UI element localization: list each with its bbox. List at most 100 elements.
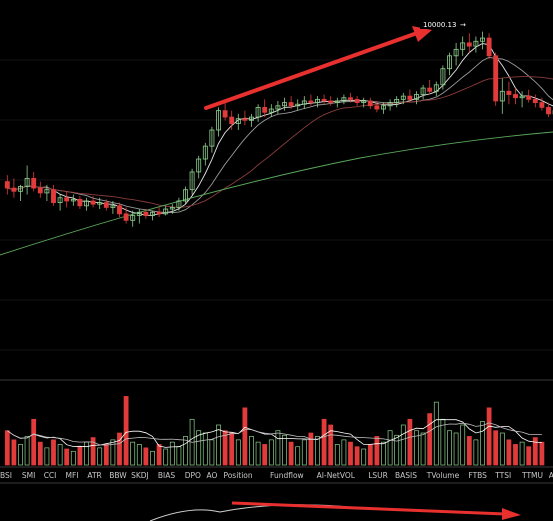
volume-bar xyxy=(103,444,109,466)
volume-average-lines xyxy=(7,419,542,448)
indicator-tab-position[interactable]: Position xyxy=(223,471,252,480)
candle xyxy=(334,97,340,108)
indicator-tab-ttmu[interactable]: TTMU xyxy=(521,471,543,480)
volume-bar xyxy=(499,432,505,466)
candle xyxy=(420,84,426,100)
volume-bar xyxy=(367,444,373,466)
indicator-tab-ftbs[interactable]: FTBS xyxy=(468,471,487,480)
indicator-tab-ai-netvol[interactable]: AI-NetVOL xyxy=(317,471,356,480)
volume-bar xyxy=(374,436,380,466)
volume-bar xyxy=(57,444,63,466)
downtrend-arrow-line xyxy=(231,501,506,516)
volume-bar xyxy=(407,418,413,466)
candle xyxy=(183,186,188,205)
indicator-tab-basis[interactable]: BASIS xyxy=(395,471,417,480)
candle xyxy=(301,96,307,110)
volume-bar xyxy=(447,430,452,466)
volume-bar xyxy=(321,418,327,466)
indicator-tab-ttsi[interactable]: TTSI xyxy=(494,471,511,480)
volume-bar xyxy=(84,441,89,466)
candle xyxy=(57,194,63,211)
volume-bars xyxy=(4,396,545,466)
volume-bar xyxy=(24,436,30,466)
indicator-tab-ai-bsi[interactable]: AI-BSI xyxy=(549,471,553,480)
candle xyxy=(414,91,419,105)
volume-bar xyxy=(249,436,254,466)
volume-bar xyxy=(123,396,129,466)
volume-bar xyxy=(169,441,175,466)
indicator-tab-bias[interactable]: BIAS xyxy=(158,471,175,480)
indicator-tab-lsur[interactable]: LSUR xyxy=(368,471,388,480)
candle xyxy=(387,99,393,111)
volume-bar xyxy=(381,441,386,466)
ma-fast-line xyxy=(7,43,553,216)
volume-bar xyxy=(341,439,347,466)
volume-bar xyxy=(183,436,188,466)
candle xyxy=(117,202,122,218)
volume-bar xyxy=(31,418,37,466)
volume-bar xyxy=(64,448,70,466)
indicator-tab-dpo[interactable]: DPO xyxy=(185,471,201,480)
indicator-tab-atr[interactable]: ATR xyxy=(87,471,101,480)
volume-bar xyxy=(97,447,103,466)
candle xyxy=(328,96,334,106)
volume-bar xyxy=(44,447,50,466)
volume-bar xyxy=(196,430,202,466)
candle xyxy=(136,209,142,224)
volume-bar xyxy=(130,441,136,466)
candle xyxy=(288,96,294,110)
volume-bar xyxy=(70,450,76,466)
volume-bar xyxy=(222,430,228,466)
volume-bar xyxy=(156,444,162,466)
volume-bar xyxy=(216,424,221,466)
volume-bar xyxy=(110,439,116,466)
candle xyxy=(24,165,30,195)
uptrend-arrow-line xyxy=(204,30,422,110)
candle xyxy=(110,200,116,214)
volume-bar xyxy=(440,418,446,466)
uptrend-arrowhead xyxy=(412,26,432,42)
candle xyxy=(275,100,281,114)
candle xyxy=(341,94,347,105)
downtrend-arrowhead xyxy=(502,508,521,520)
indicator-tab-bbw[interactable]: BBW xyxy=(109,471,127,480)
volume-bar xyxy=(308,432,314,466)
volume-bar xyxy=(506,439,512,466)
candle xyxy=(84,197,89,211)
candle xyxy=(143,209,149,219)
candle xyxy=(229,110,235,130)
indicator-tab-tvolume[interactable]: TVolume xyxy=(426,471,460,480)
indicator-tab-skdj[interactable]: SKDJ xyxy=(131,471,149,480)
indicator-tab-smi[interactable]: SMI xyxy=(22,471,35,480)
moving-average-lines xyxy=(0,43,553,256)
volume-bar xyxy=(11,439,17,466)
candle xyxy=(407,89,413,103)
candle xyxy=(381,102,386,114)
volume-bar xyxy=(414,430,419,466)
indicator-tab-bsi[interactable]: BSI xyxy=(0,471,12,480)
candle xyxy=(519,91,525,108)
candle xyxy=(202,142,208,166)
volume-bar xyxy=(235,439,241,466)
candle xyxy=(546,102,551,118)
indicator-tab-ao[interactable]: AO xyxy=(207,471,218,480)
indicator-tab-cci[interactable]: CCI xyxy=(44,471,57,480)
indicator-tab-fundflow[interactable]: Fundflow xyxy=(270,471,304,480)
indicator-tab-mfi[interactable]: MFI xyxy=(66,471,79,480)
candle xyxy=(427,80,433,95)
candle xyxy=(123,207,129,224)
candle xyxy=(176,197,182,211)
candle xyxy=(532,94,538,108)
volume-bar xyxy=(433,401,439,466)
volume-bar xyxy=(90,437,96,466)
candle xyxy=(321,94,327,105)
candle xyxy=(447,52,452,76)
volume-bar xyxy=(209,439,215,466)
volume-bar xyxy=(486,407,492,466)
volume-bar xyxy=(288,441,294,466)
volume-bar xyxy=(229,432,235,466)
volume-bar xyxy=(532,437,538,466)
candle xyxy=(77,196,83,210)
volume-bar xyxy=(143,447,149,466)
